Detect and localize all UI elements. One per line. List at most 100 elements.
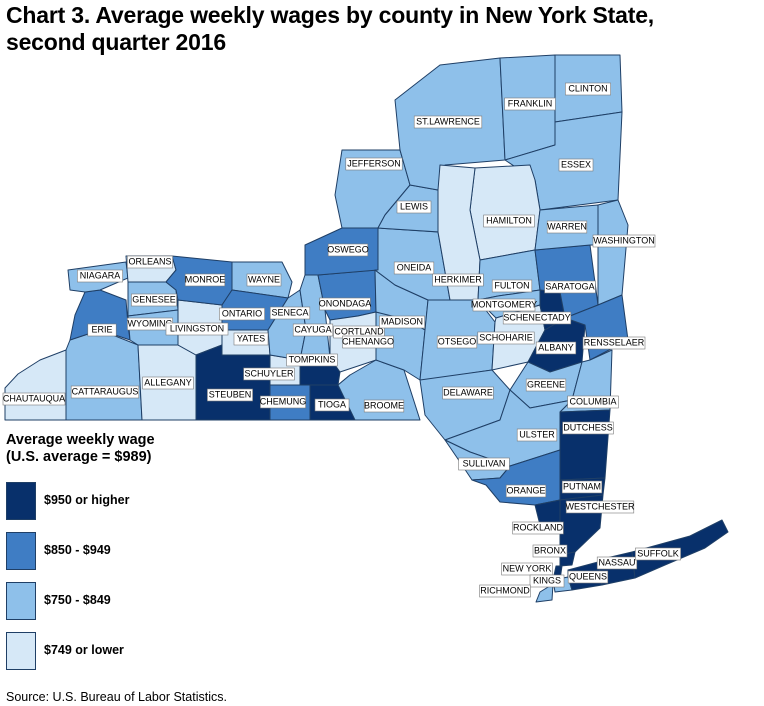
county-label-text: SUFFOLK xyxy=(637,548,679,558)
county-label-hamilton: HAMILTON xyxy=(483,214,535,228)
source-note: Source: U.S. Bureau of Labor Statistics. xyxy=(6,690,227,704)
legend-swatch xyxy=(6,632,36,670)
county-label-westchester: WESTCHESTER xyxy=(565,500,635,514)
county-label-text: SULLIVAN xyxy=(463,458,506,468)
county-label-steuben: STEUBEN xyxy=(207,388,253,402)
legend-title-line1: Average weekly wage xyxy=(6,432,155,448)
county-label-text: BROOME xyxy=(364,400,404,410)
county-label-text: SCHENECTADY xyxy=(503,312,570,322)
county-label-text: CHEMUNG xyxy=(260,396,307,406)
county-label-chenango: CHENANGO xyxy=(342,335,394,349)
county-steuben xyxy=(195,344,271,421)
county-label-text: MADISON xyxy=(381,316,423,326)
county-label-text: GREENE xyxy=(527,379,565,389)
county-label-text: FRANKLIN xyxy=(508,98,553,108)
county-label-text: ONONDAGA xyxy=(319,298,372,308)
county-label-kings: KINGS xyxy=(529,574,565,588)
county-label-text: WARREN xyxy=(547,221,587,231)
county-label-fulton: FULTON xyxy=(491,279,533,293)
county-label-text: SARATOGA xyxy=(545,281,594,291)
county-label-text: ESSEX xyxy=(561,159,591,169)
county-label-text: ERIE xyxy=(91,324,112,334)
county-label-text: SENECA xyxy=(271,307,308,317)
county-label-lewis: LEWIS xyxy=(396,200,432,214)
county-label-schoharie: SCHOHARIE xyxy=(477,331,535,345)
county-label-text: WAYNE xyxy=(248,274,280,284)
county-label-chemung: CHEMUNG xyxy=(260,395,307,409)
county-cattaraugus xyxy=(65,329,143,421)
county-label-text: JEFFERSON xyxy=(347,158,401,168)
county-label-genesee: GENESEE xyxy=(131,293,177,307)
county-label-text: FULTON xyxy=(494,280,529,290)
county-label-text: DELAWARE xyxy=(443,387,493,397)
county-label-monroe: MONROE xyxy=(185,273,226,287)
county-label-text: DUTCHESS xyxy=(563,422,613,432)
county-label-text: TIOGA xyxy=(318,399,346,409)
county-label-orleans: ORLEANS xyxy=(127,255,173,269)
county-label-orange: ORANGE xyxy=(505,484,547,498)
county-label-text: WYOMING xyxy=(128,318,173,328)
county-label-text: NEW YORK xyxy=(503,563,552,573)
county-label-text: ST.LAWRENCE xyxy=(416,116,480,126)
county-label-richmond: RICHMOND xyxy=(479,584,531,598)
chart-title: Chart 3. Average weekly wages by county … xyxy=(6,2,726,56)
county-label-text: LIVINGSTON xyxy=(170,323,224,333)
county-label-suffolk: SUFFOLK xyxy=(635,547,681,561)
county-label-text: TOMPKINS xyxy=(289,354,336,364)
county-label-text: MONROE xyxy=(185,274,226,284)
county-label-oswego: OSWEGO xyxy=(327,243,369,257)
legend-title: Average weekly wage (U.S. average = $989… xyxy=(6,432,155,466)
county-label-text: CLINTON xyxy=(568,83,607,93)
county-label-text: CATTARAUGUS xyxy=(72,386,139,396)
county-label-text: CAYUGA xyxy=(294,324,331,334)
county-label-livingston: LIVINGSTON xyxy=(165,322,229,336)
county-label-text: MONTGOMERY xyxy=(471,299,537,309)
county-label-bronx: BRONX xyxy=(532,544,568,558)
county-label-text: BRONX xyxy=(534,545,566,555)
county-label-schenectady: SCHENECTADY xyxy=(502,311,572,325)
county-label-text: NASSAU xyxy=(598,557,635,567)
county-label-text: CHAUTAUQUA xyxy=(3,393,65,403)
county-label-washington: WASHINGTON xyxy=(592,234,656,248)
county-label-text: CORTLAND xyxy=(334,326,384,336)
county-label-text: KINGS xyxy=(533,575,561,585)
county-label-montgomery: MONTGOMERY xyxy=(471,298,537,312)
county-label-text: CHENANGO xyxy=(342,336,394,346)
county-label-onondaga: ONONDAGA xyxy=(319,297,372,311)
county-label-otsego: OTSEGO xyxy=(436,335,478,349)
county-label-text: COLUMBIA xyxy=(569,396,616,406)
county-label-text: WASHINGTON xyxy=(593,235,655,245)
county-label-allegany: ALLEGANY xyxy=(142,376,194,390)
county-label-text: ALBANY xyxy=(538,342,574,352)
legend-label: $750 - $849 xyxy=(44,593,111,607)
county-label-ontario: ONTARIO xyxy=(219,307,265,321)
county-label-warren: WARREN xyxy=(546,220,588,234)
county-label-herkimer: HERKIMER xyxy=(432,273,484,287)
county-label-text: RENSSELAER xyxy=(584,337,645,347)
legend-swatch xyxy=(6,532,36,570)
county-label-text: ONEIDA xyxy=(397,262,432,272)
county-label-franklin: FRANKLIN xyxy=(504,97,556,111)
county-label-tioga: TIOGA xyxy=(314,398,350,412)
county-label-madison: MADISON xyxy=(379,315,425,329)
county-label-dutchess: DUTCHESS xyxy=(562,421,614,435)
county-label-delaware: DELAWARE xyxy=(442,386,494,400)
county-label-yates: YATES xyxy=(233,332,269,346)
county-label-text: PUTNAM xyxy=(563,481,601,491)
chart-title-line1: Chart 3. Average weekly wages by county … xyxy=(6,2,654,28)
legend-label: $950 or higher xyxy=(44,493,130,507)
county-label-chautauqua: CHAUTAUQUA xyxy=(2,392,66,406)
county-label-text: HERKIMER xyxy=(434,274,482,284)
county-label-cattaraugus: CATTARAUGUS xyxy=(70,385,140,399)
county-label-text: NIAGARA xyxy=(80,270,121,280)
county-label-nassau: NASSAU xyxy=(596,556,638,570)
county-label-text: STEUBEN xyxy=(209,389,252,399)
county-label-albany: ALBANY xyxy=(535,341,577,355)
county-label-putnam: PUTNAM xyxy=(561,480,603,494)
county-label-jefferson: JEFFERSON xyxy=(345,157,403,171)
county-label-text: ORLEANS xyxy=(128,256,171,266)
county-label-text: RICHMOND xyxy=(480,585,530,595)
county-label-text: HAMILTON xyxy=(486,215,532,225)
county-label-tompkins: TOMPKINS xyxy=(286,353,338,367)
county-label-text: OSWEGO xyxy=(327,244,369,254)
